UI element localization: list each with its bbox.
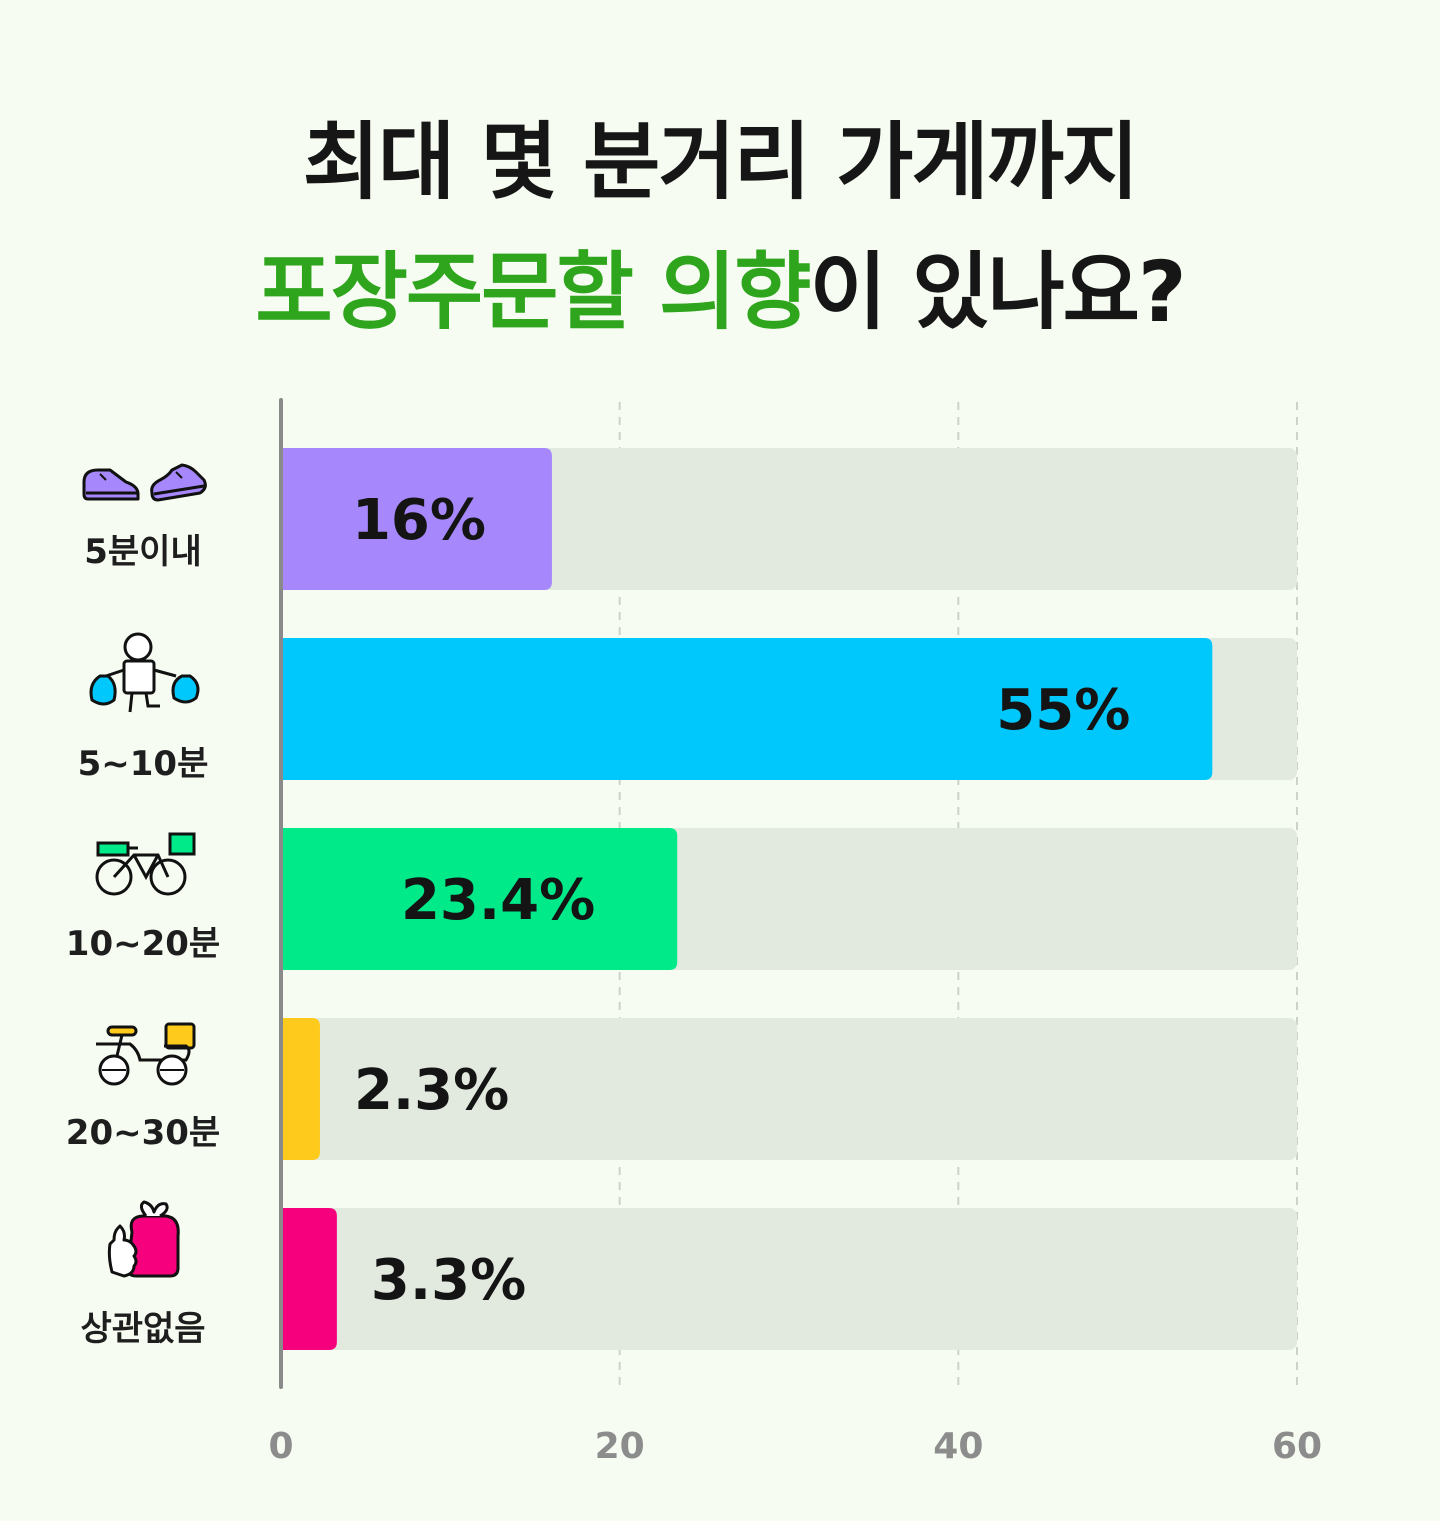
walking-person-bags-icon — [89, 632, 200, 713]
title-highlight: 포장주문할 의향 — [255, 243, 811, 341]
title-rest: 이 있나요? — [809, 243, 1187, 341]
category-label: 상관없음 — [80, 1309, 205, 1349]
bar — [281, 1208, 337, 1350]
thumbs-up-bag-icon — [107, 1200, 180, 1278]
x-tick-label: 20 — [595, 1426, 645, 1467]
value-label: 16% — [352, 488, 486, 553]
value-label: 3.3% — [371, 1248, 526, 1313]
category-label: 20~30분 — [66, 1113, 220, 1153]
chart-title-line-1: 최대 몇 분거리 가게까지 — [302, 113, 1140, 211]
category-icons — [82, 463, 207, 1278]
category-label: 10~20분 — [66, 924, 220, 964]
bar — [281, 1018, 320, 1160]
bar — [281, 448, 552, 590]
chart-title-line-2: 포장주문할 의향이 있나요? — [0, 250, 1440, 334]
value-label: 2.3% — [354, 1058, 509, 1123]
bar — [281, 828, 678, 970]
x-tick-labels: 0 20 40 60 — [268, 1426, 1322, 1467]
value-label: 23.4% — [401, 868, 595, 933]
bar-track — [281, 1208, 1297, 1350]
value-labels: 16% 55% 23.4% 2.3% 3.3% — [352, 488, 1130, 1313]
bicycle-icon — [95, 832, 196, 896]
x-tick-label: 40 — [933, 1426, 983, 1467]
bar — [281, 638, 1213, 780]
bars — [281, 448, 1213, 1350]
value-label: 55% — [996, 678, 1130, 743]
category-label: 5분이내 — [84, 532, 202, 572]
category-label: 5~10분 — [78, 744, 209, 784]
sneakers-icon — [82, 463, 207, 502]
bar-track — [281, 1018, 1297, 1160]
x-tick-label: 0 — [268, 1426, 293, 1467]
x-tick-label: 60 — [1272, 1426, 1322, 1467]
motorbike-icon — [96, 1022, 196, 1086]
